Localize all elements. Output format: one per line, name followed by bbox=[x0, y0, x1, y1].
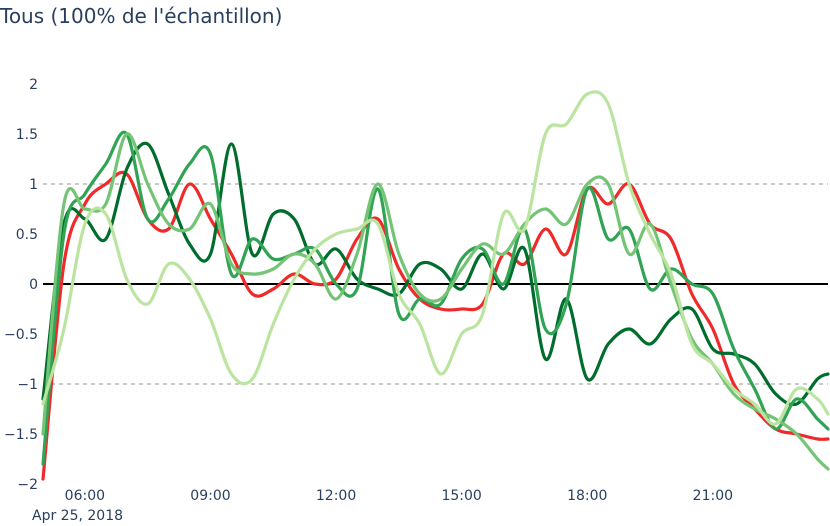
x-tick-label: 21:00 bbox=[693, 488, 733, 504]
y-tick-label: −2 bbox=[17, 477, 38, 493]
chart-title: Tous (100% de l'échantillon) bbox=[0, 4, 283, 28]
y-tick-label: −1 bbox=[17, 377, 38, 393]
series-line-5 bbox=[41, 90, 830, 426]
series-line-4 bbox=[41, 132, 830, 471]
x-tick-label: 12:00 bbox=[316, 488, 356, 504]
x-axis-ticks: 06:00 09:00 12:00 15:00 18:00 21:00 bbox=[65, 488, 733, 504]
y-tick-label: 1.5 bbox=[16, 127, 38, 143]
x-axis-date-label: Apr 25, 2018 bbox=[32, 508, 123, 524]
reference-lines bbox=[43, 183, 828, 385]
series-line-2 bbox=[41, 141, 830, 407]
y-tick-label: 2 bbox=[29, 77, 38, 93]
series-lines bbox=[41, 90, 830, 481]
y-tick-label: 0 bbox=[29, 277, 38, 293]
x-tick-label: 18:00 bbox=[567, 488, 607, 504]
x-tick-label: 06:00 bbox=[65, 488, 105, 504]
y-axis-ticks: 2 1.5 1 0.5 0 −0.5 −1 −1.5 −2 bbox=[4, 77, 38, 493]
y-tick-label: −1.5 bbox=[4, 427, 38, 443]
x-tick-label: 15:00 bbox=[441, 488, 481, 504]
x-tick-label: 09:00 bbox=[190, 488, 230, 504]
y-tick-label: 0.5 bbox=[16, 227, 38, 243]
y-tick-label: 1 bbox=[29, 177, 38, 193]
series-line-1 bbox=[41, 170, 830, 481]
y-tick-label: −0.5 bbox=[4, 327, 38, 343]
series-line-3 bbox=[41, 130, 830, 466]
